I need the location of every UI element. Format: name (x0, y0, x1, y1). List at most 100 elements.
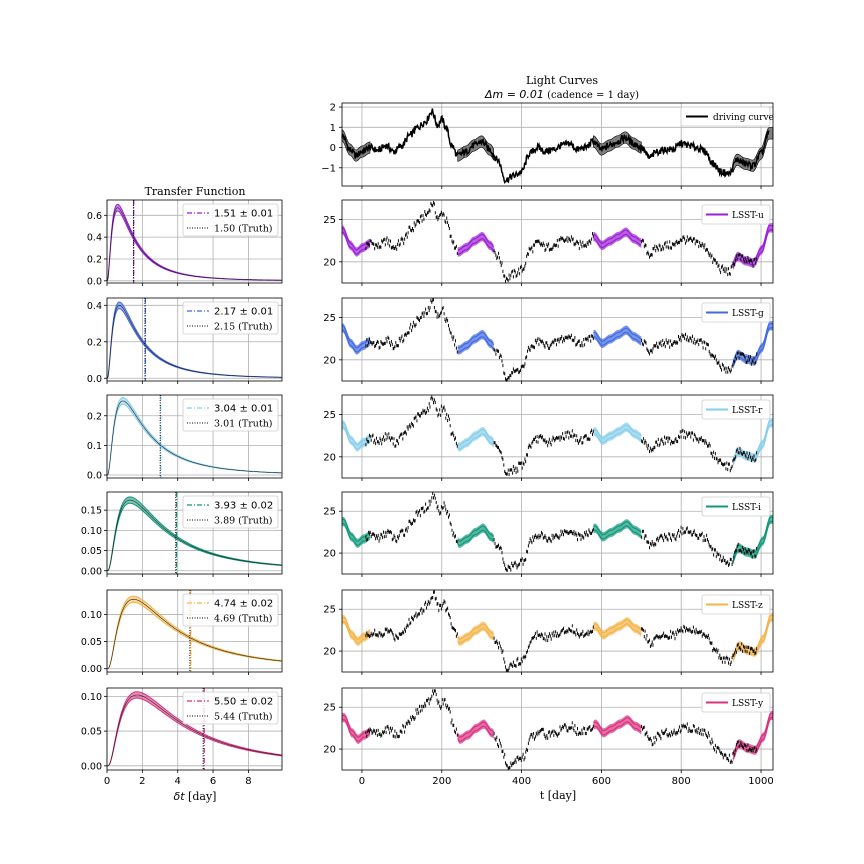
transfer-function-mean (107, 598, 282, 669)
x-tick-label: 8 (245, 776, 251, 787)
y-tick-label: 25 (323, 313, 336, 324)
fitted-lag-label: 5.50 ± 0.02 (214, 697, 273, 708)
fitted-lag-label: 3.04 ± 0.01 (214, 404, 273, 415)
legend-label: LSST-u (732, 211, 764, 221)
legend-label: LSST-r (732, 406, 763, 416)
model-band-edge (593, 327, 642, 342)
fitted-lag-label: 4.74 ± 0.02 (214, 599, 273, 610)
delta-t-symbol: δt (174, 790, 186, 803)
legend-box (182, 495, 279, 529)
legend-box (182, 398, 279, 432)
transfer-function-title: Transfer Function (145, 185, 246, 198)
fitted-lag-label: 3.93 ± 0.02 (214, 501, 273, 512)
model-band-edge (457, 623, 495, 640)
x-tick-label: 800 (672, 776, 691, 787)
model-band-edge (593, 428, 642, 444)
x-tick-label: 400 (512, 776, 531, 787)
true-lag-label: 5.44 (Truth) (214, 712, 273, 723)
light-curve-legend: LSST-y (701, 692, 771, 713)
model-band-edge (593, 623, 642, 638)
model-band-edge (593, 229, 642, 244)
x-tick-label: 6 (210, 776, 216, 787)
model-band-edge (457, 428, 495, 446)
model-band-edge (457, 433, 495, 450)
model-band (342, 323, 370, 355)
y-tick-label: 25 (323, 507, 336, 518)
axes-frame (106, 199, 283, 284)
y-tick-label: 0.1 (87, 441, 102, 452)
observed-data-points (365, 298, 758, 382)
model-band-edge (342, 523, 371, 546)
model-band-edge (342, 325, 371, 349)
transfer-function-mean (106, 304, 282, 379)
model-band-edge (342, 426, 371, 450)
y-tick-label: 25 (323, 605, 336, 616)
model-band-edge (342, 616, 371, 640)
light-curves-subtitle: Δm = 0.01 (cadence = 1 day) (484, 88, 639, 101)
true-lag-label: 2.15 (Truth) (214, 322, 273, 333)
legend-box (701, 399, 771, 420)
model-band-edge (342, 719, 371, 743)
y-tick-label: 0.10 (81, 610, 102, 621)
transfer-function-mean (107, 499, 282, 572)
light-curve-panel-LSST-r: 20 25 LSST-r (323, 394, 774, 481)
light-curve-panel-LSST-i: 20 25 LSST-i (323, 491, 774, 577)
transfer-function-legend: 5.50 ± 0.02 5.44 (Truth) (182, 691, 279, 725)
model-band-edge (342, 714, 371, 738)
x-tick-label: 1000 (748, 776, 773, 787)
light-curve-x-label: t [day] (540, 789, 576, 802)
light-curve-legend: LSST-i (701, 496, 771, 517)
transfer-function-panel-LSST-g: 0.0 0.2 0.4 2.17 ± 0.01 2.15 (Truth) (87, 297, 283, 385)
y-tick-label: 0.0 (87, 276, 102, 287)
y-tick-label: 0.05 (81, 727, 102, 738)
y-tick-label: 0 (330, 143, 336, 154)
y-tick-label: 0.4 (87, 233, 102, 244)
legend-label: LSST-z (732, 601, 763, 611)
light-curve-panel-LSST-y: 20 25 LSST-y (323, 687, 774, 773)
model-band-edge (457, 529, 495, 547)
model-band-edge (457, 627, 495, 644)
legend-box (701, 302, 771, 323)
model-band-edge (342, 518, 371, 542)
y-tick-label: 25 (323, 410, 336, 421)
axes-frame (106, 394, 283, 479)
axes-frame (341, 687, 774, 771)
y-tick-label: 25 (323, 215, 336, 226)
axes-frame (341, 394, 774, 479)
axes-frame (106, 491, 283, 575)
axes-frame (106, 687, 283, 771)
model-band (733, 710, 773, 762)
model-band-edge (342, 227, 371, 251)
model-band (733, 321, 773, 370)
model-band-edge (342, 422, 371, 446)
axes-frame (106, 589, 283, 673)
transfer-function-x-label: δt [day] (174, 790, 217, 803)
x-tick-label: 0 (104, 776, 110, 787)
x-tick-label: 0 (359, 776, 365, 787)
axes-frame (341, 297, 774, 382)
model-band-edge (593, 525, 642, 540)
fitted-lag-label: 2.17 ± 0.01 (214, 307, 273, 318)
light-curve-x-axis: 0 200 400 600 800 1000 t [day] (359, 776, 774, 802)
y-tick-label: 0.2 (87, 254, 102, 265)
model-band (593, 715, 642, 738)
model-band-edge (593, 717, 642, 732)
observed-data-points (365, 491, 758, 572)
y-tick-label: 20 (323, 745, 336, 756)
model-band-edge (342, 329, 371, 353)
transfer-function-legend: 2.17 ± 0.01 2.15 (Truth) (182, 301, 279, 335)
y-tick-label: 0.05 (81, 637, 102, 648)
y-tick-label: 2 (330, 103, 336, 114)
legend-label: LSST-y (732, 699, 764, 709)
transfer-function-x-axis: 0 2 4 6 8 δt [day] (104, 776, 252, 803)
transfer-function-panel-LSST-r: 0.0 0.1 0.2 3.04 ± 0.01 3.01 (Truth) (87, 394, 283, 482)
model-band (733, 612, 773, 663)
y-tick-label: −1 (321, 163, 336, 174)
legend-box (701, 692, 771, 713)
model-band-edge (593, 331, 642, 347)
transfer-function-legend: 3.04 ± 0.01 3.01 (Truth) (182, 398, 279, 432)
true-lag-label: 3.01 (Truth) (214, 419, 273, 430)
model-band-edge (457, 233, 495, 251)
model-band-edge (457, 525, 495, 542)
y-tick-label: 0.00 (81, 761, 102, 772)
